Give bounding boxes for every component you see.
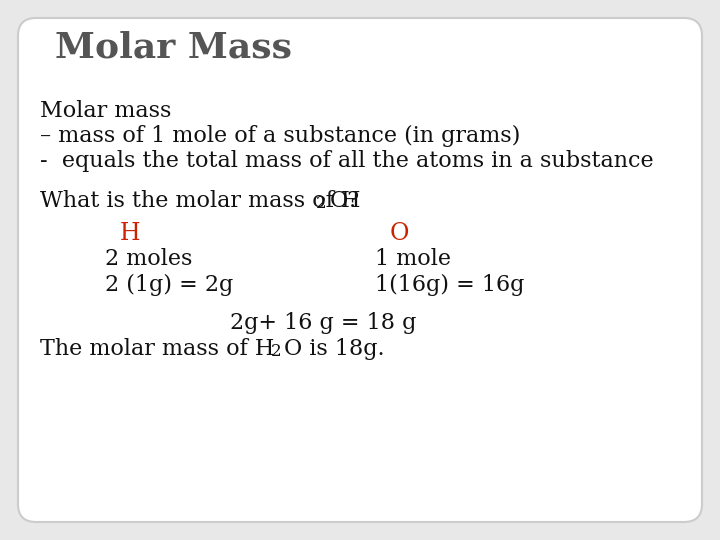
Text: 2g+ 16 g = 18 g: 2g+ 16 g = 18 g <box>230 312 416 334</box>
Text: Molar mass: Molar mass <box>40 100 171 122</box>
Text: The molar mass of H: The molar mass of H <box>40 338 274 360</box>
Text: -  equals the total mass of all the atoms in a substance: - equals the total mass of all the atoms… <box>40 150 654 172</box>
Text: 2 (1g) = 2g: 2 (1g) = 2g <box>105 274 233 296</box>
Text: 1(16g) = 16g: 1(16g) = 16g <box>375 274 524 296</box>
Text: Molar Mass: Molar Mass <box>55 30 292 64</box>
Text: 1 mole: 1 mole <box>375 248 451 270</box>
Text: O is 18g.: O is 18g. <box>284 338 384 360</box>
Text: O: O <box>390 222 410 245</box>
Text: 2: 2 <box>316 195 327 212</box>
Text: H: H <box>120 222 140 245</box>
Text: What is the molar mass of H: What is the molar mass of H <box>40 190 361 212</box>
FancyBboxPatch shape <box>18 18 702 522</box>
Text: 2 moles: 2 moles <box>105 248 192 270</box>
Text: O?: O? <box>330 190 360 212</box>
Text: – mass of 1 mole of a substance (in grams): – mass of 1 mole of a substance (in gram… <box>40 125 521 147</box>
Text: 2: 2 <box>271 343 282 360</box>
